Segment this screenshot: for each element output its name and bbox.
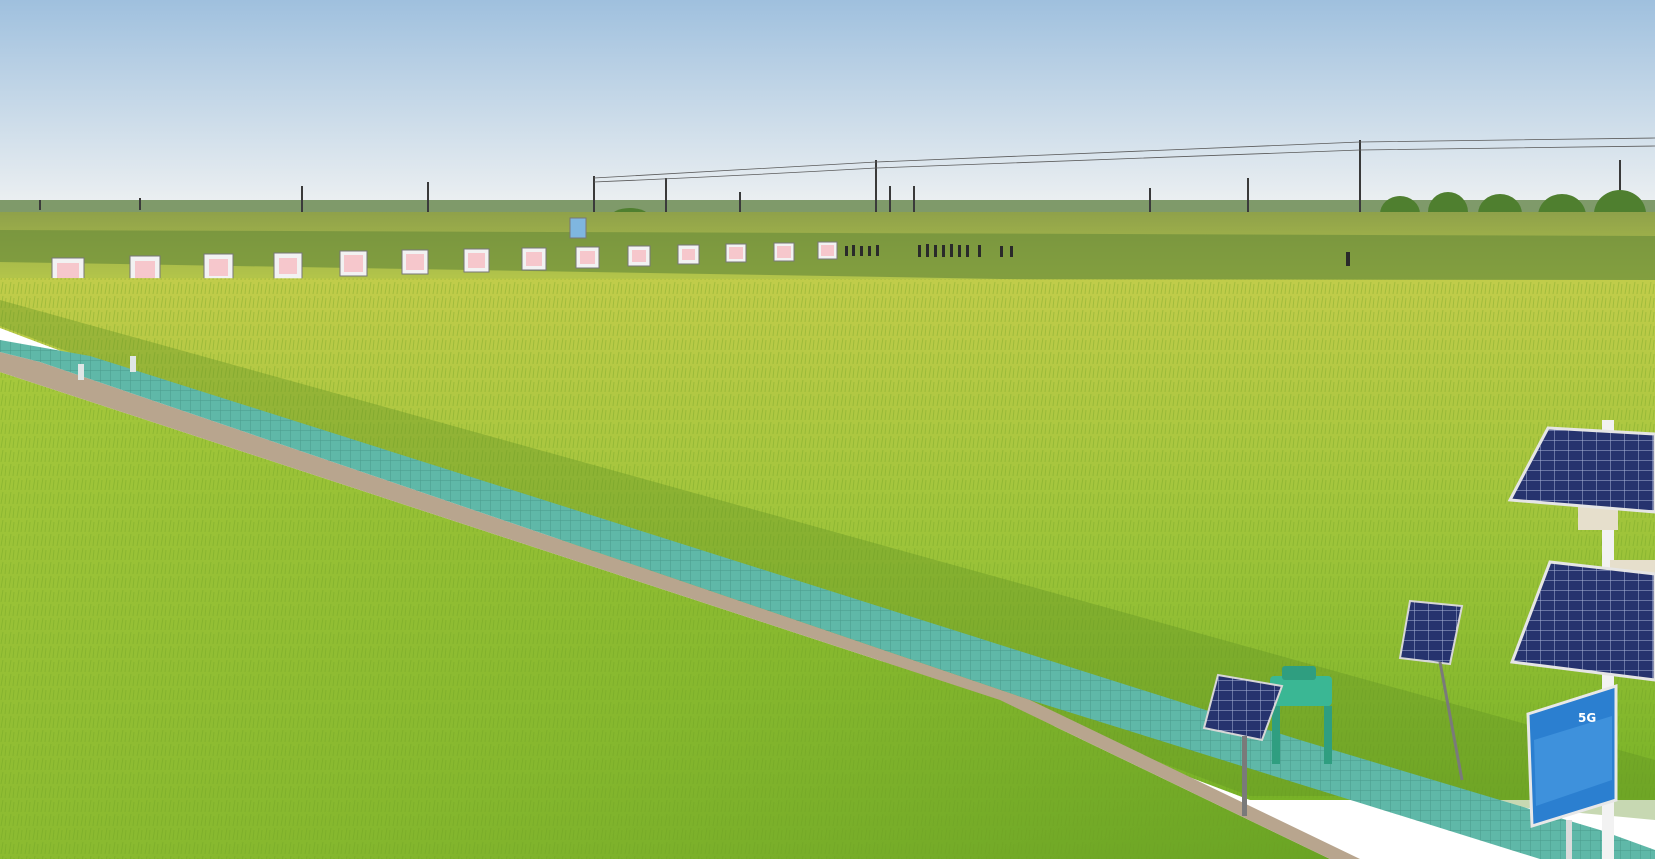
- field-sign: [627, 245, 651, 267]
- standalone-solar-panel: [1398, 599, 1464, 781]
- field-sign: [817, 241, 838, 260]
- field-signs: [51, 217, 838, 289]
- hedge-row: [0, 230, 1655, 290]
- field-sign: [773, 242, 795, 262]
- field-sign: [401, 249, 429, 275]
- soil-strip: [0, 352, 1360, 859]
- field-sign: [273, 252, 303, 280]
- field-sign: [725, 243, 747, 263]
- visitors: [845, 244, 1350, 266]
- info-board: 5G: [1526, 683, 1618, 859]
- field-sign: [521, 247, 547, 271]
- gate-solar-panel: [1202, 673, 1284, 816]
- weather-station: [1507, 420, 1655, 859]
- horizon-strip: [0, 200, 1655, 214]
- field-sign-blue: [569, 217, 587, 239]
- info-board-logo: 5G: [1578, 711, 1596, 725]
- solar-panel-lower: [1509, 560, 1655, 682]
- sky: [0, 0, 1655, 210]
- sensor-post: [78, 356, 136, 380]
- field-sign: [463, 248, 490, 273]
- field-sign: [677, 244, 700, 265]
- solar-panel-upper: [1507, 426, 1655, 514]
- field-sign: [203, 253, 234, 282]
- irrigation-gate: [1270, 666, 1332, 764]
- rice-field-near-texture: [0, 372, 1330, 859]
- field-sign: [339, 250, 368, 277]
- rice-field-main-texture: [0, 278, 1655, 800]
- field-sign: [575, 246, 600, 269]
